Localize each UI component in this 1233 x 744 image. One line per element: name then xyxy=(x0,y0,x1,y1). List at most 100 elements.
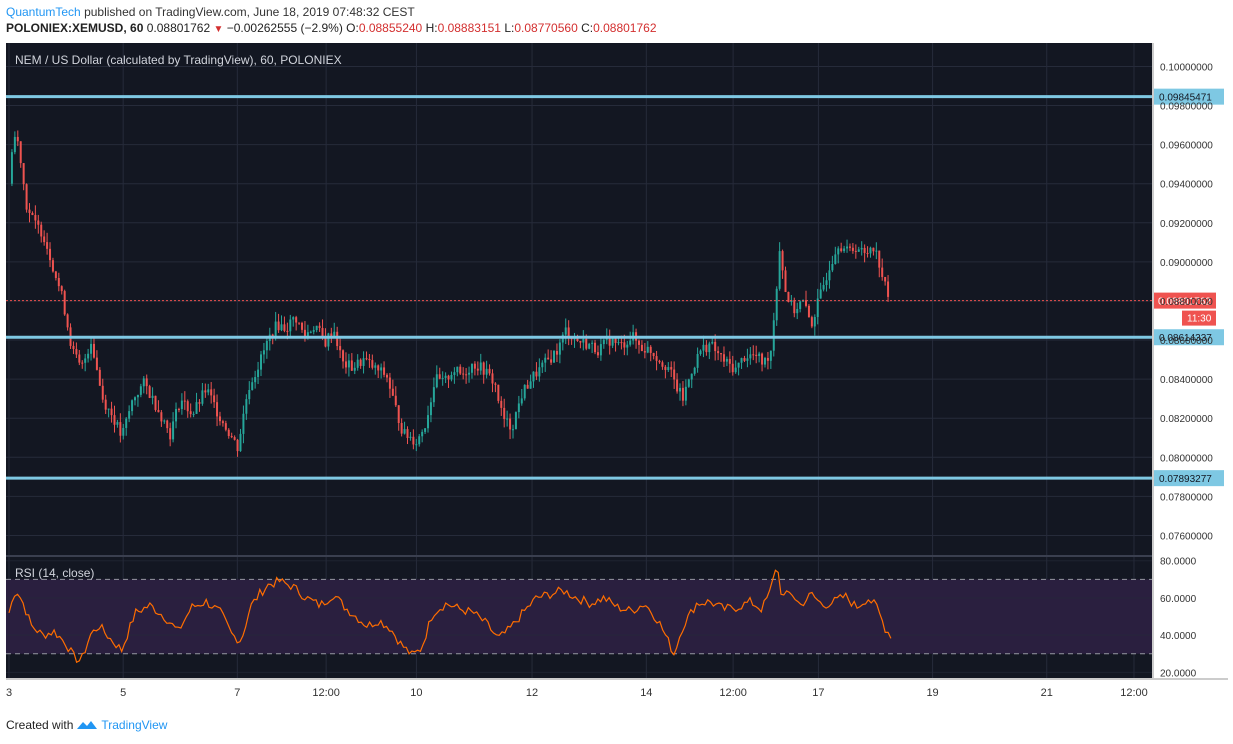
time-tick-label: 7 xyxy=(234,687,240,699)
candle-body xyxy=(450,374,453,380)
candle-body xyxy=(851,247,854,251)
footer: Created with TradingView xyxy=(6,718,167,732)
candle-body xyxy=(104,399,107,410)
price-grid xyxy=(6,43,1152,678)
level-price-tag xyxy=(1154,470,1224,487)
candle-body xyxy=(242,413,245,434)
candle-body xyxy=(51,260,54,272)
candle-body xyxy=(582,338,585,343)
level-price-label: 0.07893277 xyxy=(1159,474,1212,485)
candle-body xyxy=(758,353,761,357)
candle-body xyxy=(210,389,213,396)
candle-body xyxy=(491,373,494,384)
candle-body xyxy=(875,250,878,252)
candle-body xyxy=(339,346,342,351)
level-price-label: 0.09845471 xyxy=(1159,93,1212,104)
candle-body xyxy=(517,403,520,413)
candle-body xyxy=(84,358,87,363)
candle-body xyxy=(344,361,347,368)
candle-body xyxy=(157,409,160,413)
candle-body xyxy=(292,317,295,320)
candle-body xyxy=(620,342,623,344)
candle-body xyxy=(594,342,597,353)
candle-body xyxy=(509,418,512,430)
candle-body xyxy=(761,353,764,365)
candle-body xyxy=(819,289,822,299)
candle-body xyxy=(529,381,532,389)
candle-body xyxy=(385,374,388,378)
candle-body xyxy=(702,344,705,351)
candle-body xyxy=(172,421,175,440)
price-tick-label: 0.07600000 xyxy=(1160,531,1213,542)
candle-body xyxy=(368,358,371,361)
level-price-tag xyxy=(1154,88,1224,105)
candle-body xyxy=(75,349,78,355)
candle-body xyxy=(116,422,119,425)
candle-body xyxy=(722,354,725,362)
candle-body xyxy=(617,342,620,344)
candle-body xyxy=(825,280,828,286)
candle-body xyxy=(514,412,517,430)
candle-body xyxy=(327,333,330,347)
time-tick-label: 10 xyxy=(410,687,422,699)
candle-body xyxy=(151,395,154,398)
candle-body xyxy=(28,209,31,213)
candle-body xyxy=(690,373,693,380)
candle-body xyxy=(13,136,16,153)
publish-info: QuantumTech published on TradingView.com… xyxy=(6,5,415,19)
candle-body xyxy=(479,362,482,371)
candle-body xyxy=(221,421,224,424)
candle-body xyxy=(438,374,441,379)
candle-body xyxy=(728,358,731,364)
candle-body xyxy=(280,324,283,331)
candle-body xyxy=(169,428,172,440)
tradingview-brand[interactable]: TradingView xyxy=(101,718,168,732)
time-tick-label: 5 xyxy=(120,687,126,699)
price-tick-label: 0.07800000 xyxy=(1160,492,1213,503)
candle-body xyxy=(274,321,277,339)
price-tick-label: 0.08200000 xyxy=(1160,414,1213,425)
candle-body xyxy=(136,394,139,398)
price-tick-label: 0.08400000 xyxy=(1160,375,1213,386)
candle-body xyxy=(101,385,104,400)
rsi-tick-label: 80.0000 xyxy=(1160,557,1197,568)
candle-body xyxy=(92,343,95,358)
countdown-label: 11:30 xyxy=(1187,314,1212,325)
author-name[interactable]: QuantumTech xyxy=(6,5,81,19)
candle-body xyxy=(218,416,221,422)
candle-body xyxy=(119,422,122,436)
candle-body xyxy=(403,429,406,434)
candle-body xyxy=(415,444,418,446)
candle-body xyxy=(681,387,684,401)
candle-body xyxy=(239,433,242,452)
rsi-band xyxy=(6,579,1152,654)
candle-body xyxy=(591,342,594,344)
price-tick-label: 0.09200000 xyxy=(1160,219,1213,230)
candle-body xyxy=(22,163,25,185)
candle-body xyxy=(72,345,75,350)
tradingview-logo-icon xyxy=(77,721,98,729)
candle-body xyxy=(195,402,198,414)
candle-body xyxy=(520,398,523,404)
candle-body xyxy=(60,286,63,292)
candle-body xyxy=(488,368,491,374)
candle-body xyxy=(207,389,210,393)
candle-body xyxy=(336,331,339,347)
candle-body xyxy=(245,399,248,414)
support-resistance-levels[interactable]: 0.09845471 0.08614337 0.07893277 0.08801762… xyxy=(6,88,1224,487)
candle-body xyxy=(418,436,421,445)
time-tick-label: 19 xyxy=(926,687,938,699)
candle-body xyxy=(585,338,588,349)
last-price-label: 0.08801762 xyxy=(1158,297,1211,308)
candle-body xyxy=(163,420,166,422)
chart-area[interactable]: 0.09845471 0.08614337 0.07893277 0.08801762… xyxy=(6,43,1228,709)
candle-body xyxy=(66,314,69,328)
candle-body xyxy=(19,141,22,164)
candle-body xyxy=(476,368,479,371)
candle-body xyxy=(374,365,377,368)
candle-body xyxy=(714,341,717,352)
candle-body xyxy=(544,357,547,363)
candle-body xyxy=(177,409,180,411)
candle-body xyxy=(720,353,723,355)
candle-body xyxy=(377,365,380,371)
